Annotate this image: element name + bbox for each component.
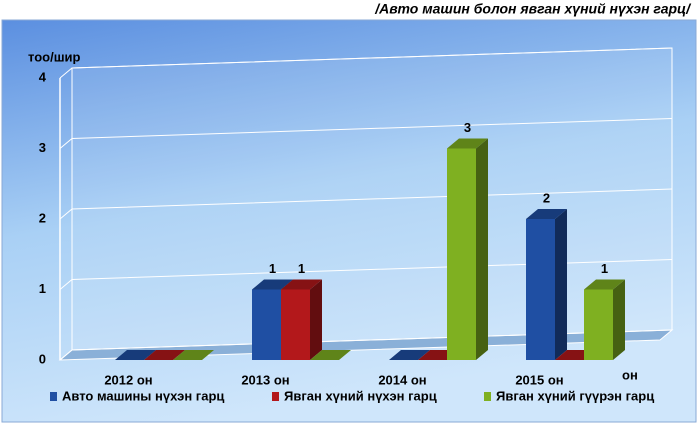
- bar: [447, 148, 476, 360]
- bar-top: [310, 350, 351, 360]
- bar-side: [555, 209, 567, 360]
- bar-top: [584, 279, 625, 290]
- y-tick-label: 4: [39, 69, 47, 84]
- x-tick-label: 2012 он: [104, 372, 152, 387]
- bar-top: [252, 279, 293, 290]
- bar-top: [144, 350, 185, 360]
- legend-label: Явган хүний нүхэн гарц: [284, 388, 437, 403]
- value-label: 1: [298, 261, 305, 276]
- grid-line: [59, 118, 673, 149]
- legend-label: Явган хүний гүүрэн гарц: [496, 388, 654, 403]
- y-tick-label: 2: [39, 210, 46, 225]
- value-label: 1: [601, 261, 608, 276]
- value-label: 1: [269, 261, 276, 276]
- bar-side: [613, 279, 625, 360]
- y-axis-label: тоо/шир: [28, 49, 81, 64]
- grid-line: [59, 47, 673, 79]
- x-axis-label: он: [622, 367, 638, 382]
- x-tick-label: 2014 он: [378, 372, 426, 387]
- bar-side: [476, 138, 488, 360]
- bar-top: [389, 350, 430, 360]
- bar: [252, 289, 281, 360]
- bar-top: [281, 279, 322, 290]
- legend-swatch: [272, 392, 279, 401]
- legend-label: Авто машины нүхэн гарц: [62, 388, 224, 403]
- bar-top: [447, 138, 488, 149]
- chart-title: /Авто машин болон явган хүний нүхэн гарц…: [374, 1, 692, 17]
- y-tick-label: 0: [39, 351, 46, 366]
- y-tick-label: 3: [39, 140, 46, 155]
- x-tick-label: 2013 он: [241, 372, 289, 387]
- bar-top: [115, 350, 156, 360]
- x-tick-label: 2015 он: [515, 372, 563, 387]
- bar-top: [526, 209, 567, 219]
- bar-side: [310, 279, 322, 360]
- bar-top: [173, 350, 214, 360]
- bar: [281, 289, 310, 360]
- legend-swatch: [50, 392, 57, 401]
- value-label: 2: [543, 190, 550, 205]
- legend-swatch: [484, 392, 491, 401]
- y-tick-label: 1: [39, 281, 46, 296]
- bar: [584, 289, 613, 360]
- bar: [526, 219, 555, 360]
- value-label: 3: [464, 120, 471, 135]
